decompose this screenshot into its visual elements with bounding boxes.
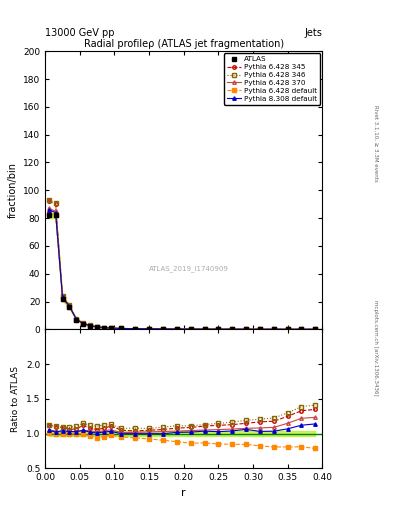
Text: mcplots.cern.ch [arXiv:1306.3436]: mcplots.cern.ch [arXiv:1306.3436] xyxy=(373,301,378,396)
Text: Rivet 3.1.10, ≥ 3.3M events: Rivet 3.1.10, ≥ 3.3M events xyxy=(373,105,378,182)
Y-axis label: fraction/bin: fraction/bin xyxy=(7,162,18,218)
Text: Jets: Jets xyxy=(305,28,322,38)
Text: 13000 GeV pp: 13000 GeV pp xyxy=(45,28,115,38)
Legend: ATLAS, Pythia 6.428 345, Pythia 6.428 346, Pythia 6.428 370, Pythia 6.428 defaul: ATLAS, Pythia 6.428 345, Pythia 6.428 34… xyxy=(224,53,320,104)
X-axis label: r: r xyxy=(182,488,186,498)
Title: Radial profileρ (ATLAS jet fragmentation): Radial profileρ (ATLAS jet fragmentation… xyxy=(84,39,284,49)
Y-axis label: Ratio to ATLAS: Ratio to ATLAS xyxy=(11,366,20,432)
Text: ATLAS_2019_I1740909: ATLAS_2019_I1740909 xyxy=(149,265,229,271)
